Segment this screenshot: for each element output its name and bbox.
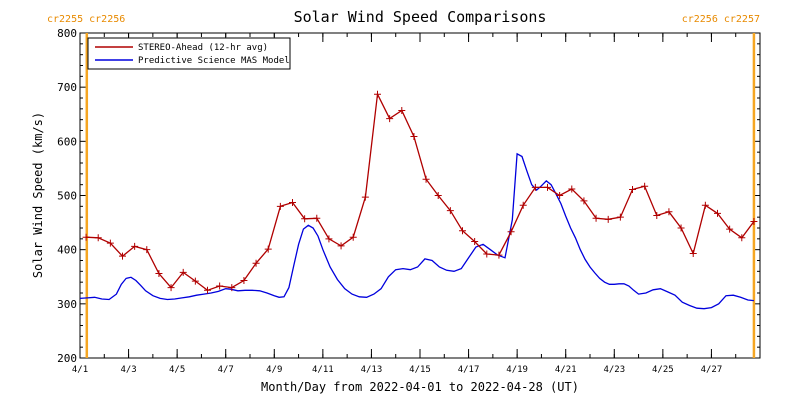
data-point-marker: [131, 242, 139, 250]
data-point-marker: [434, 192, 442, 199]
x-tick-label: 4/9: [266, 365, 282, 375]
data-point-marker: [714, 209, 721, 217]
x-tick-label: 4/7: [218, 365, 234, 375]
x-tick-label: 4/17: [458, 365, 480, 375]
data-point-marker: [337, 242, 345, 250]
data-point-marker: [94, 234, 102, 242]
data-point-marker: [604, 215, 612, 223]
carrington-rotation-left-label: cr2255 cr2256: [47, 14, 125, 25]
data-point-marker: [325, 235, 333, 243]
data-point-marker: [82, 233, 90, 241]
series-line-stereo: [86, 91, 755, 292]
data-point-marker: [264, 245, 272, 253]
x-tick-label: 4/21: [555, 365, 577, 375]
data-point-marker: [143, 246, 151, 254]
data-point-marker: [119, 252, 126, 260]
x-tick-label: 4/19: [506, 365, 528, 375]
x-tick-label: 4/5: [169, 365, 185, 375]
y-tick-label: 700: [57, 81, 77, 94]
carrington-boundaries: [85, 33, 756, 358]
legend-label-stereo: STEREO-Ahead (12-hr avg): [138, 43, 268, 53]
x-tick-label: 4/3: [120, 365, 136, 375]
data-point-marker: [568, 185, 576, 193]
data-point-marker: [616, 213, 624, 221]
data-point-marker: [580, 197, 588, 205]
data-point-marker: [531, 183, 539, 191]
carrington-rotation-right-label: cr2256 cr2257: [682, 14, 760, 25]
data-point-marker: [204, 286, 211, 294]
data-point-marker: [191, 277, 199, 285]
data-point-marker: [386, 115, 394, 123]
data-point-marker: [592, 214, 600, 222]
x-tick-label: 4/27: [701, 365, 723, 375]
data-point-marker: [556, 192, 564, 199]
series-stereo: [82, 90, 758, 294]
data-point-marker: [689, 249, 697, 257]
y-tick-label: 800: [57, 27, 77, 40]
data-point-marker: [641, 182, 649, 190]
y-tick-label: 300: [57, 298, 77, 311]
data-point-marker: [179, 268, 187, 276]
y-axis-label: Solar Wind Speed (km/s): [31, 112, 45, 278]
x-tick-label: 4/11: [312, 365, 334, 375]
data-point-marker: [398, 106, 406, 114]
data-point-marker: [544, 183, 551, 191]
series-line-model: [79, 152, 754, 310]
data-point-marker: [228, 284, 236, 292]
data-point-marker: [276, 202, 284, 210]
data-point-marker: [665, 208, 673, 216]
series-layer: [79, 90, 758, 310]
legend-box: [87, 37, 291, 70]
data-point-marker: [155, 270, 163, 277]
y-tick-label: 200: [57, 352, 77, 365]
data-point-marker: [701, 201, 709, 209]
data-point-marker: [422, 175, 430, 183]
data-point-marker: [240, 277, 248, 285]
plot-area-frame: [79, 32, 761, 359]
data-point-marker: [252, 259, 260, 267]
data-point-marker: [495, 251, 503, 259]
data-point-marker: [361, 193, 369, 201]
data-point-marker: [313, 214, 321, 222]
data-point-marker: [483, 250, 491, 258]
y-tick-label: 600: [57, 135, 77, 148]
data-point-marker: [374, 90, 381, 98]
x-tick-label: 4/23: [603, 365, 625, 375]
y-axis: 200 300 400 500 600 700 800: [57, 27, 760, 365]
x-axis-label: Month/Day from 2022-04-01 to 2022-04-28 …: [261, 380, 579, 394]
data-point-marker: [653, 212, 661, 220]
data-point-marker: [349, 233, 357, 241]
x-tick-label: 4/15: [409, 365, 431, 375]
chart-title: Solar Wind Speed Comparisons: [294, 8, 547, 26]
x-axis: 4/1 4/3 4/5 4/7 4/9 4/11 4/13 4/15 4/17 4/19 4/21 4…: [72, 33, 761, 375]
data-point-marker: [289, 199, 296, 207]
data-point-marker: [738, 234, 746, 242]
y-tick-label: 400: [57, 244, 77, 257]
data-point-marker: [629, 186, 636, 194]
series-model: [79, 152, 754, 310]
data-point-marker: [750, 218, 758, 225]
data-point-marker: [301, 215, 309, 223]
data-point-marker: [106, 239, 114, 247]
y-tick-label: 500: [57, 190, 77, 203]
data-point-marker: [471, 238, 479, 246]
x-tick-label: 4/1: [72, 365, 88, 375]
data-point-marker: [446, 207, 454, 215]
data-point-marker: [459, 227, 466, 235]
data-point-marker: [410, 132, 418, 140]
x-tick-label: 4/13: [361, 365, 383, 375]
legend-label-model: Predictive Science MAS Model: [138, 56, 290, 66]
legend: STEREO-Ahead (12-hr avg) Predictive Scie…: [87, 37, 291, 70]
x-tick-label: 4/25: [652, 365, 674, 375]
data-point-marker: [677, 224, 685, 232]
data-point-marker: [726, 225, 734, 233]
data-point-marker: [507, 228, 515, 236]
data-point-marker: [216, 282, 224, 290]
data-point-marker: [167, 284, 175, 292]
data-point-marker: [519, 201, 527, 209]
